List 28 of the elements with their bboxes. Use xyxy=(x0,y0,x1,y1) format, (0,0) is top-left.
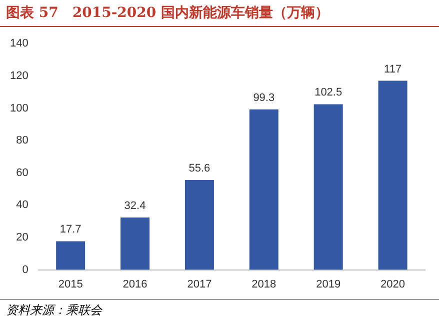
x-tick-label: 2018 xyxy=(252,278,276,290)
chart-title: 图表 57 2015-2020 国内新能源车销量（万辆） xyxy=(0,0,439,27)
x-tick-label: 2016 xyxy=(122,278,148,290)
data-label: 117 xyxy=(384,63,402,76)
data-label: 102.5 xyxy=(314,86,342,99)
text: 资料来源：乘联会 xyxy=(0,299,439,321)
y-tick-label: 140 xyxy=(10,38,28,50)
data-label: 55.6 xyxy=(188,162,210,174)
x-tick-label: 2015 xyxy=(58,278,83,290)
y-tick-label: 40 xyxy=(16,199,28,212)
bar xyxy=(184,180,214,270)
x-tick-label: 2017 xyxy=(187,278,212,290)
bar xyxy=(378,80,408,270)
y-tick-label: 100 xyxy=(10,102,28,114)
data-label: 32.4 xyxy=(124,200,146,212)
y-tick-label: 20 xyxy=(16,232,28,244)
bar xyxy=(120,217,150,270)
bar xyxy=(314,104,343,270)
y-tick-label: 0 xyxy=(22,264,28,276)
y-tick-label: 120 xyxy=(10,70,28,82)
bar xyxy=(249,109,278,270)
data-label: 17.7 xyxy=(60,224,82,236)
x-tick-label: 2019 xyxy=(316,278,341,290)
bar xyxy=(56,241,86,270)
x-tick-label: 2020 xyxy=(380,278,406,290)
y-tick-label: 60 xyxy=(16,166,28,179)
y-tick-label: 80 xyxy=(16,134,28,147)
data-label: 99.3 xyxy=(253,92,275,104)
